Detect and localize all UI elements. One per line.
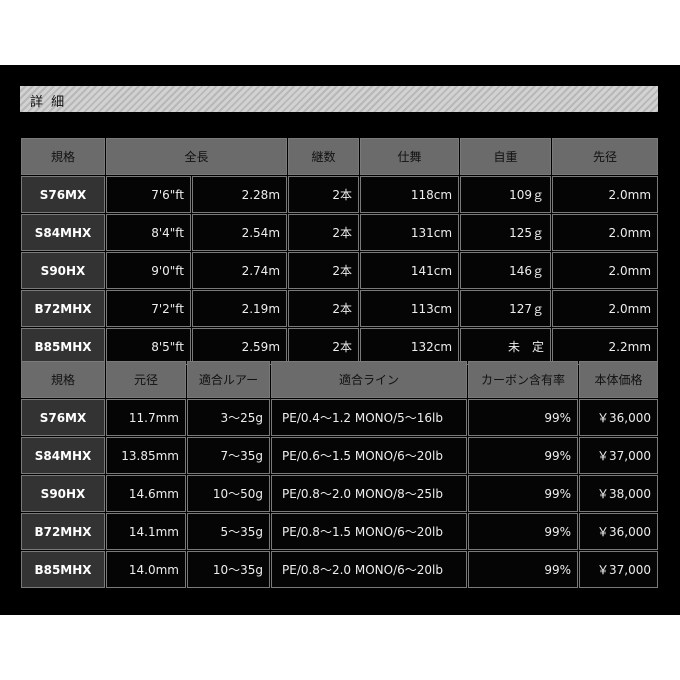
cell-length-m: 2.54m: [192, 214, 288, 251]
cell-price: ￥37,000: [579, 551, 658, 588]
table-row: B85MHX 14.0mm 10～35g PE/0.8～2.0 MONO/6～20lb…: [21, 551, 658, 588]
cell-carbon: 99%: [468, 399, 578, 436]
cell-length-ft: 9'0"ft: [106, 252, 191, 289]
cell-closed: 132cm: [360, 328, 460, 365]
cell-price: ￥36,000: [579, 399, 658, 436]
table-row: S76MX 7'6"ft 2.28m 2本 118cm 109ｇ 2.0mm: [21, 176, 659, 213]
cell-pieces: 2本: [288, 214, 360, 251]
cell-model: S76MX: [21, 399, 105, 436]
header-line: 適合ライン: [271, 361, 467, 398]
cell-model: S76MX: [21, 176, 105, 213]
header-weight: 自重: [460, 138, 552, 175]
cell-pieces: 2本: [288, 252, 360, 289]
table-header-row: 規格 全長 継数 仕舞 自重 先径: [21, 138, 659, 175]
cell-length-ft: 8'4"ft: [106, 214, 191, 251]
cell-closed: 113cm: [360, 290, 460, 327]
cell-tip: 2.0mm: [552, 214, 659, 251]
cell-model: S84MHX: [21, 437, 105, 474]
table-header-row: 規格 元径 適合ルアー 適合ライン カーボン含有率 本体価格: [21, 361, 658, 398]
header-length: 全長: [106, 138, 288, 175]
cell-length-m: 2.59m: [192, 328, 288, 365]
cell-tip: 2.0mm: [552, 252, 659, 289]
cell-tip: 2.0mm: [552, 176, 659, 213]
header-butt-diameter: 元径: [106, 361, 186, 398]
cell-tip: 2.0mm: [552, 290, 659, 327]
cell-model: B85MHX: [21, 328, 105, 365]
detail-table: 規格 元径 適合ルアー 適合ライン カーボン含有率 本体価格 S76MX 11.7…: [20, 360, 659, 589]
cell-weight: 125ｇ: [460, 214, 552, 251]
cell-carbon: 99%: [468, 551, 578, 588]
cell-butt: 14.1mm: [106, 513, 186, 550]
table-row: B85MHX 8'5"ft 2.59m 2本 132cm 未 定 2.2mm: [21, 328, 659, 365]
cell-model: B72MHX: [21, 290, 105, 327]
cell-closed: 141cm: [360, 252, 460, 289]
cell-lure: 10～35g: [187, 551, 270, 588]
cell-length-ft: 7'6"ft: [106, 176, 191, 213]
cell-tip: 2.2mm: [552, 328, 659, 365]
header-tip: 先径: [552, 138, 659, 175]
cell-lure: 5～35g: [187, 513, 270, 550]
table-row: B72MHX 14.1mm 5～35g PE/0.8～1.5 MONO/6～20lb 9…: [21, 513, 658, 550]
cell-model: B72MHX: [21, 513, 105, 550]
header-model: 規格: [21, 138, 105, 175]
header-lure: 適合ルアー: [187, 361, 270, 398]
table-row: B72MHX 7'2"ft 2.19m 2本 113cm 127ｇ 2.0mm: [21, 290, 659, 327]
cell-butt: 14.6mm: [106, 475, 186, 512]
cell-closed: 118cm: [360, 176, 460, 213]
spec-table: 規格 全長 継数 仕舞 自重 先径 S76MX 7'6"ft 2.28m 2本 118c…: [20, 137, 659, 366]
cell-weight: 未 定: [460, 328, 552, 365]
cell-weight: 109ｇ: [460, 176, 552, 213]
cell-butt: 14.0mm: [106, 551, 186, 588]
table-row: S90HX 14.6mm 10～50g PE/0.8～2.0 MONO/8～25lb 9…: [21, 475, 658, 512]
header-carbon: カーボン含有率: [468, 361, 578, 398]
cell-price: ￥37,000: [579, 437, 658, 474]
cell-model: S84MHX: [21, 214, 105, 251]
cell-pieces: 2本: [288, 290, 360, 327]
cell-lure: 10～50g: [187, 475, 270, 512]
table-row: S90HX 9'0"ft 2.74m 2本 141cm 146ｇ 2.0mm: [21, 252, 659, 289]
section-title: 詳 細: [30, 95, 67, 110]
cell-closed: 131cm: [360, 214, 460, 251]
table-row: S76MX 11.7mm 3～25g PE/0.4～1.2 MONO/5～16lb 99…: [21, 399, 658, 436]
cell-lure: 3～25g: [187, 399, 270, 436]
cell-lure: 7～35g: [187, 437, 270, 474]
cell-model: B85MHX: [21, 551, 105, 588]
cell-line: PE/0.8～2.0 MONO/6～20lb: [271, 551, 467, 588]
cell-model: S90HX: [21, 475, 105, 512]
cell-length-m: 2.19m: [192, 290, 288, 327]
table-row: S84MHX 13.85mm 7～35g PE/0.6～1.5 MONO/6～20lb…: [21, 437, 658, 474]
cell-butt: 13.85mm: [106, 437, 186, 474]
cell-carbon: 99%: [468, 437, 578, 474]
cell-weight: 146ｇ: [460, 252, 552, 289]
cell-model: S90HX: [21, 252, 105, 289]
header-pieces: 継数: [288, 138, 360, 175]
header-model: 規格: [21, 361, 105, 398]
cell-weight: 127ｇ: [460, 290, 552, 327]
cell-length-m: 2.28m: [192, 176, 288, 213]
section-title-bar: 詳 細: [20, 86, 658, 112]
header-closed-length: 仕舞: [360, 138, 460, 175]
table-row: S84MHX 8'4"ft 2.54m 2本 131cm 125ｇ 2.0mm: [21, 214, 659, 251]
cell-line: PE/0.8～2.0 MONO/8～25lb: [271, 475, 467, 512]
cell-line: PE/0.4～1.2 MONO/5～16lb: [271, 399, 467, 436]
header-price: 本体価格: [579, 361, 658, 398]
cell-carbon: 99%: [468, 475, 578, 512]
cell-line: PE/0.8～1.5 MONO/6～20lb: [271, 513, 467, 550]
cell-price: ￥36,000: [579, 513, 658, 550]
cell-length-m: 2.74m: [192, 252, 288, 289]
cell-price: ￥38,000: [579, 475, 658, 512]
cell-length-ft: 7'2"ft: [106, 290, 191, 327]
cell-pieces: 2本: [288, 176, 360, 213]
detail-panel: 詳 細 規格 全長 継数 仕舞 自重 先径 S76MX 7'6"ft 2.28m 2本…: [0, 65, 680, 615]
cell-carbon: 99%: [468, 513, 578, 550]
cell-butt: 11.7mm: [106, 399, 186, 436]
cell-line: PE/0.6～1.5 MONO/6～20lb: [271, 437, 467, 474]
